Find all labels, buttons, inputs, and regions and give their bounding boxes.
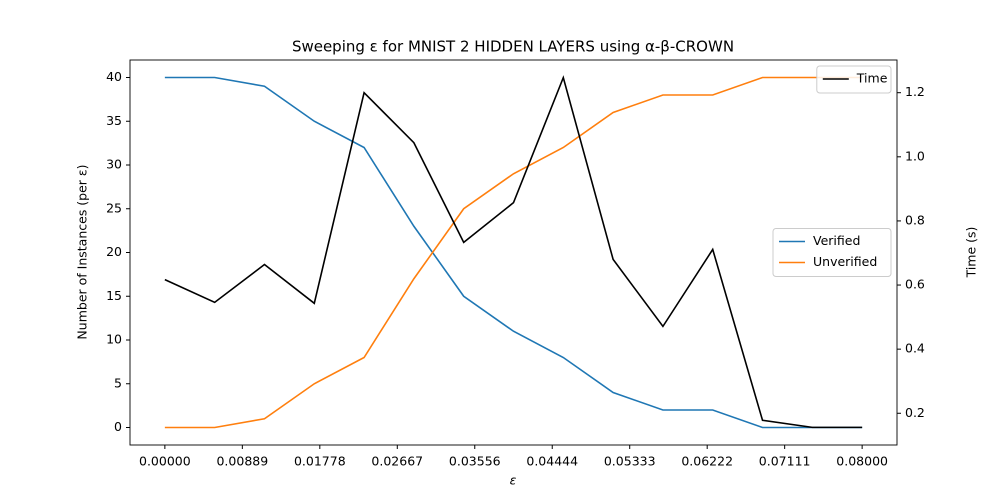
x-tick-label: 0.03556 [449,454,501,469]
chart-title: Sweeping ε for MNIST 2 HIDDEN LAYERS usi… [292,38,734,56]
x-tick-label: 0.04444 [526,454,578,469]
y2-tick-label: 0.2 [905,405,925,420]
series-line [164,76,863,429]
y2-axis-label: Time (s) [964,227,979,279]
y-tick-label: 10 [106,332,122,347]
y2-tick-label: 1.2 [905,84,925,99]
legend-box [816,65,892,94]
legend-label: Unverified [813,254,877,269]
y-tick-label: 40 [106,69,122,84]
y2-tick-label: 1.0 [905,148,925,163]
x-tick-label: 0.05333 [604,454,656,469]
x-tick-label: 0.06222 [681,454,733,469]
y-tick-label: 25 [106,200,122,215]
y-tick-label: 0 [114,419,122,434]
y-axis-label: Number of Instances (per ε) [75,164,90,339]
y-tick-label: 30 [106,157,122,172]
legend-label: Verified [813,233,860,248]
y2-tick-label: 0.8 [905,212,925,227]
x-tick-label: 0.01778 [294,454,346,469]
series-line [164,75,863,429]
y-tick-label: 15 [106,288,122,303]
y-tick-label: 20 [106,244,122,259]
y-tick-label: 5 [114,375,122,390]
x-tick-label: 0.07111 [759,454,811,469]
x-tick-label: 0.00889 [216,454,268,469]
legend-box [772,228,892,277]
x-axis-label: ε [510,473,517,488]
x-tick-label: 0.02667 [371,454,423,469]
x-tick-label: 0.08000 [836,454,888,469]
y2-tick-label: 0.4 [905,341,925,356]
plot-frame [129,59,898,446]
legend-label: Time [856,71,888,86]
y2-tick-label: 0.6 [905,277,925,292]
series-line [164,76,863,429]
y-tick-label: 35 [106,113,122,128]
x-tick-label: 0.00000 [139,454,191,469]
